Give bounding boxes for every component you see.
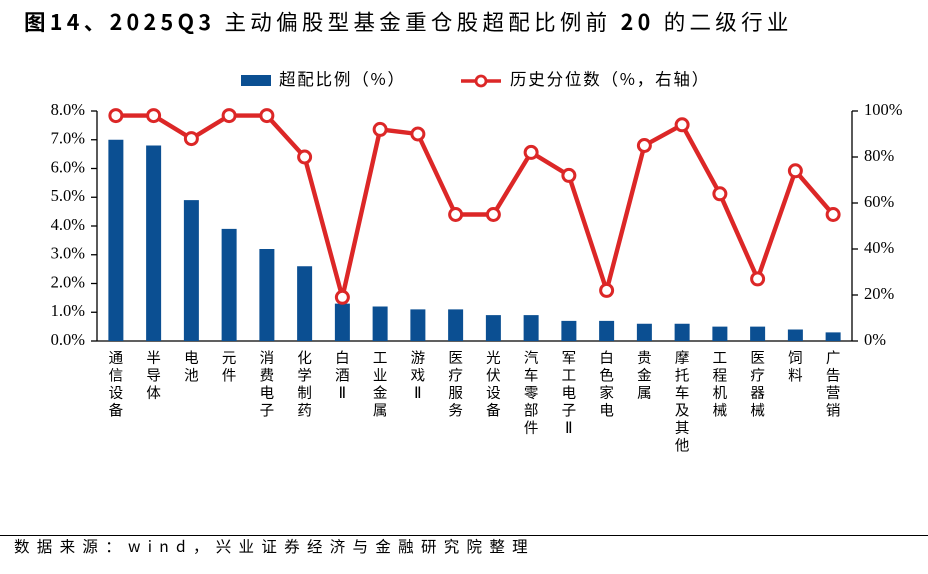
svg-text:化学制药: 化学制药	[297, 347, 312, 421]
svg-text:3.0%: 3.0%	[51, 244, 86, 263]
svg-text:饲料: 饲料	[788, 347, 803, 386]
svg-text:医疗器械: 医疗器械	[750, 347, 765, 421]
svg-text:6.0%: 6.0%	[51, 157, 86, 176]
svg-text:白色家电: 白色家电	[599, 347, 614, 421]
svg-text:通信设备: 通信设备	[109, 347, 124, 421]
svg-text:工业金属: 工业金属	[373, 347, 388, 421]
svg-text:元件: 元件	[222, 347, 237, 386]
svg-text:20%: 20%	[864, 284, 895, 303]
svg-text:贵金属: 贵金属	[637, 347, 652, 403]
svg-text:汽车零部件: 汽车零部件	[524, 347, 539, 438]
svg-text:半导体: 半导体	[146, 347, 161, 403]
svg-text:医疗服务: 医疗服务	[448, 347, 463, 421]
svg-text:4.0%: 4.0%	[51, 215, 86, 234]
svg-text:100%: 100%	[864, 100, 903, 119]
svg-text:8.0%: 8.0%	[51, 100, 86, 119]
svg-text:0.0%: 0.0%	[51, 330, 86, 349]
svg-text:5.0%: 5.0%	[51, 186, 86, 205]
svg-text:40%: 40%	[864, 238, 895, 257]
svg-text:1.0%: 1.0%	[51, 301, 86, 320]
svg-text:2.0%: 2.0%	[51, 272, 86, 291]
svg-text:7.0%: 7.0%	[51, 129, 86, 148]
svg-text:光伏设备: 光伏设备	[486, 347, 501, 421]
svg-text:电池: 电池	[184, 347, 199, 386]
svg-text:0%: 0%	[864, 330, 886, 349]
svg-text:摩托车及其他: 摩托车及其他	[675, 347, 690, 456]
svg-text:广告营销: 广告营销	[826, 347, 841, 421]
svg-text:工程机械: 工程机械	[713, 347, 728, 421]
svg-text:消费电子: 消费电子	[260, 347, 275, 421]
svg-text:80%: 80%	[864, 146, 895, 165]
svg-text:60%: 60%	[864, 192, 895, 211]
